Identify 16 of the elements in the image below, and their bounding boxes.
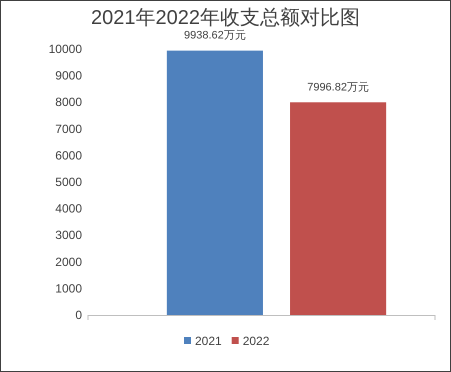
y-tick-label: 6000 — [55, 148, 82, 162]
y-tick-label: 8000 — [55, 95, 82, 110]
legend-label: 2022 — [242, 334, 270, 348]
data-label: 7996.82万元 — [307, 81, 369, 94]
data-label: 9938.62万元 — [184, 30, 246, 42]
y-tick-label: 5000 — [55, 175, 82, 189]
y-tick-label: 2000 — [55, 254, 82, 269]
chart-title: 2021年2022年收支总额对比图 — [91, 7, 360, 29]
y-tick-label: 10000 — [48, 42, 82, 56]
y-tick-label: 3000 — [55, 228, 82, 242]
y-tick-label: 4000 — [55, 202, 82, 216]
y-tick-label: 1000 — [55, 281, 82, 296]
y-tick-label: 9000 — [55, 68, 82, 83]
y-tick-label: 7000 — [55, 122, 82, 136]
legend-label: 2021 — [195, 334, 222, 348]
y-tick-label: 0 — [75, 308, 82, 322]
